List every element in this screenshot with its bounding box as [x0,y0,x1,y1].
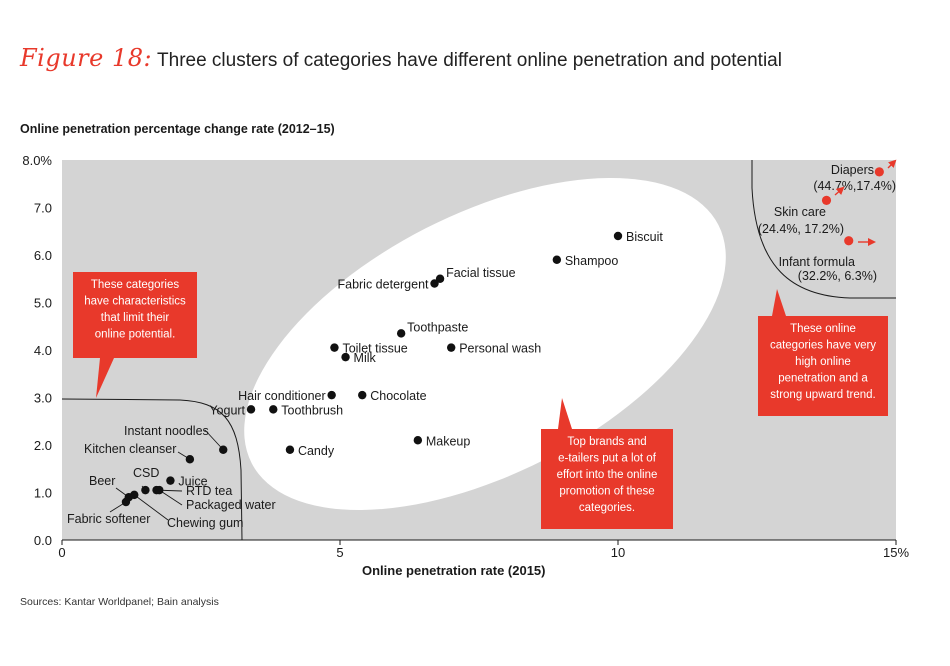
source-note: Sources: Kantar Worldpanel; Bain analysi… [20,596,219,608]
y-tick-label: 1.0 [34,486,52,501]
x-tick-label: 0 [58,545,65,560]
mid-cluster-ellipse [244,177,726,511]
detail-diapers: (44.7%,17.4%) [813,179,896,193]
callout-box [73,272,197,358]
data-points: Biscuit Shampoo Facial tissue Fabric deterg… [67,230,663,530]
point-csd [141,485,150,495]
label-makeup: Makeup [426,434,471,448]
label-shampoo: Shampoo [565,254,619,268]
figure-title: Figure 18: Three clusters of categories … [20,44,782,72]
point-personal-wash [447,343,456,352]
callouts: These categories have characteristics that… [73,272,888,529]
point-infant-formula [844,236,854,246]
label-rtd-tea: RTD tea [186,484,232,498]
callout-high: These online categories have very high onl… [758,289,888,416]
point-chewing-gum [130,490,139,500]
point-skin-care [821,195,832,205]
label-hair-conditioner: Hair conditioner [238,389,326,403]
label-milk: Milk [354,351,377,365]
label-instant-noodles: Instant noodles [124,424,209,438]
point-fabric-softener [121,497,131,507]
point-instant-noodles [219,445,228,454]
label-toilet-tissue: Toilet tissue [342,342,407,356]
point-fabric-detergent [430,279,439,288]
label-juice: Juice [178,475,207,489]
label-csd: CSD [133,466,159,480]
x-tick-label: 5 [336,545,343,560]
label-skin-care: Skin care [774,205,826,219]
label-toothpaste: Toothpaste [407,320,468,334]
point-biscuit [613,231,623,241]
label-candy: Candy [298,444,335,458]
x-tick-label: 10 [611,545,625,560]
axes: 0.0 1.0 2.0 3.0 4.0 5.0 6.0 7.0 8.0% 0 5 10 15% [22,153,909,560]
y-tick-label: 0.0 [34,533,52,548]
figure-label: Figure 18: [20,44,153,72]
point-kitchen-cleanser [185,455,195,464]
point-facial-tissue [435,274,445,283]
highlighted-points: Diapers (44.7%,17.4%) Skin care (24.4%, 17.… [758,159,897,283]
y-axis-title: Online penetration percentage change rat… [20,122,335,136]
x-tick-label: 15% [883,545,909,560]
point-yogurt [246,405,256,414]
callout-box [758,316,888,416]
callout-text: Top brands and e-tailers put a lot of effo… [557,436,658,514]
label-kitchen-cleanser: Kitchen cleanser [84,442,176,456]
y-tick-label: 7.0 [34,201,52,216]
point-makeup [413,436,423,445]
label-personal-wash: Personal wash [459,342,541,356]
point-packaged-water [155,485,164,495]
label-fabric-detergent: Fabric detergent [337,278,429,292]
callout-text: These online categories have very high onl… [770,323,876,401]
point-hair-conditioner [327,390,336,400]
label-chewing-gum: Chewing gum [167,516,243,530]
callout-pointer [558,398,572,429]
label-diapers: Diapers [831,163,874,177]
callout-pointer [772,289,786,316]
leader-chewing-gum [134,494,169,521]
callout-mid: Top brands and e-tailers put a lot of effo… [541,398,673,529]
label-packaged-water: Packaged water [186,498,276,512]
y-tick-label: 8.0% [22,153,52,168]
label-beer: Beer [89,474,115,488]
point-toothbrush [269,405,278,414]
trend-arrow-diapers [887,159,897,169]
y-tick-label: 6.0 [34,248,52,263]
point-milk [341,352,350,362]
x-axis-title: Online penetration rate (2015) [362,563,546,578]
callout-low: These categories have characteristics that… [73,272,197,398]
y-tick-label: 5.0 [34,296,52,311]
y-tick-label: 2.0 [34,438,52,453]
y-tick-label: 3.0 [34,391,52,406]
point-diapers [874,167,884,177]
point-juice [166,476,175,485]
leader-instant-noodles [204,429,224,451]
low-cluster-boundary [61,398,243,541]
label-fabric-softener: Fabric softener [67,512,150,526]
label-yogurt: Yogurt [209,403,245,417]
detail-infant-formula: (32.2%, 6.3%) [798,269,877,283]
y-tick-label: 4.0 [34,343,52,358]
point-shampoo [552,255,562,264]
label-infant-formula: Infant formula [779,255,855,269]
label-chocolate: Chocolate [370,389,426,403]
trend-arrow-skin-care [834,186,845,196]
label-biscuit: Biscuit [626,230,663,244]
callout-box [541,429,673,529]
callout-text: These categories have characteristics that… [84,279,186,341]
point-candy [285,445,295,454]
point-toothpaste [396,329,406,338]
detail-skin-care: (24.4%, 17.2%) [758,222,844,236]
label-facial-tissue: Facial tissue [446,266,516,280]
label-toothbrush: Toothbrush [281,403,343,417]
point-chocolate [358,390,367,400]
figure-title-text: Three clusters of categories have differ… [157,50,782,71]
point-toilet-tissue [330,343,339,352]
callout-pointer [96,358,114,398]
leader-packaged-water [159,489,183,506]
high-cluster-boundary [751,160,896,299]
